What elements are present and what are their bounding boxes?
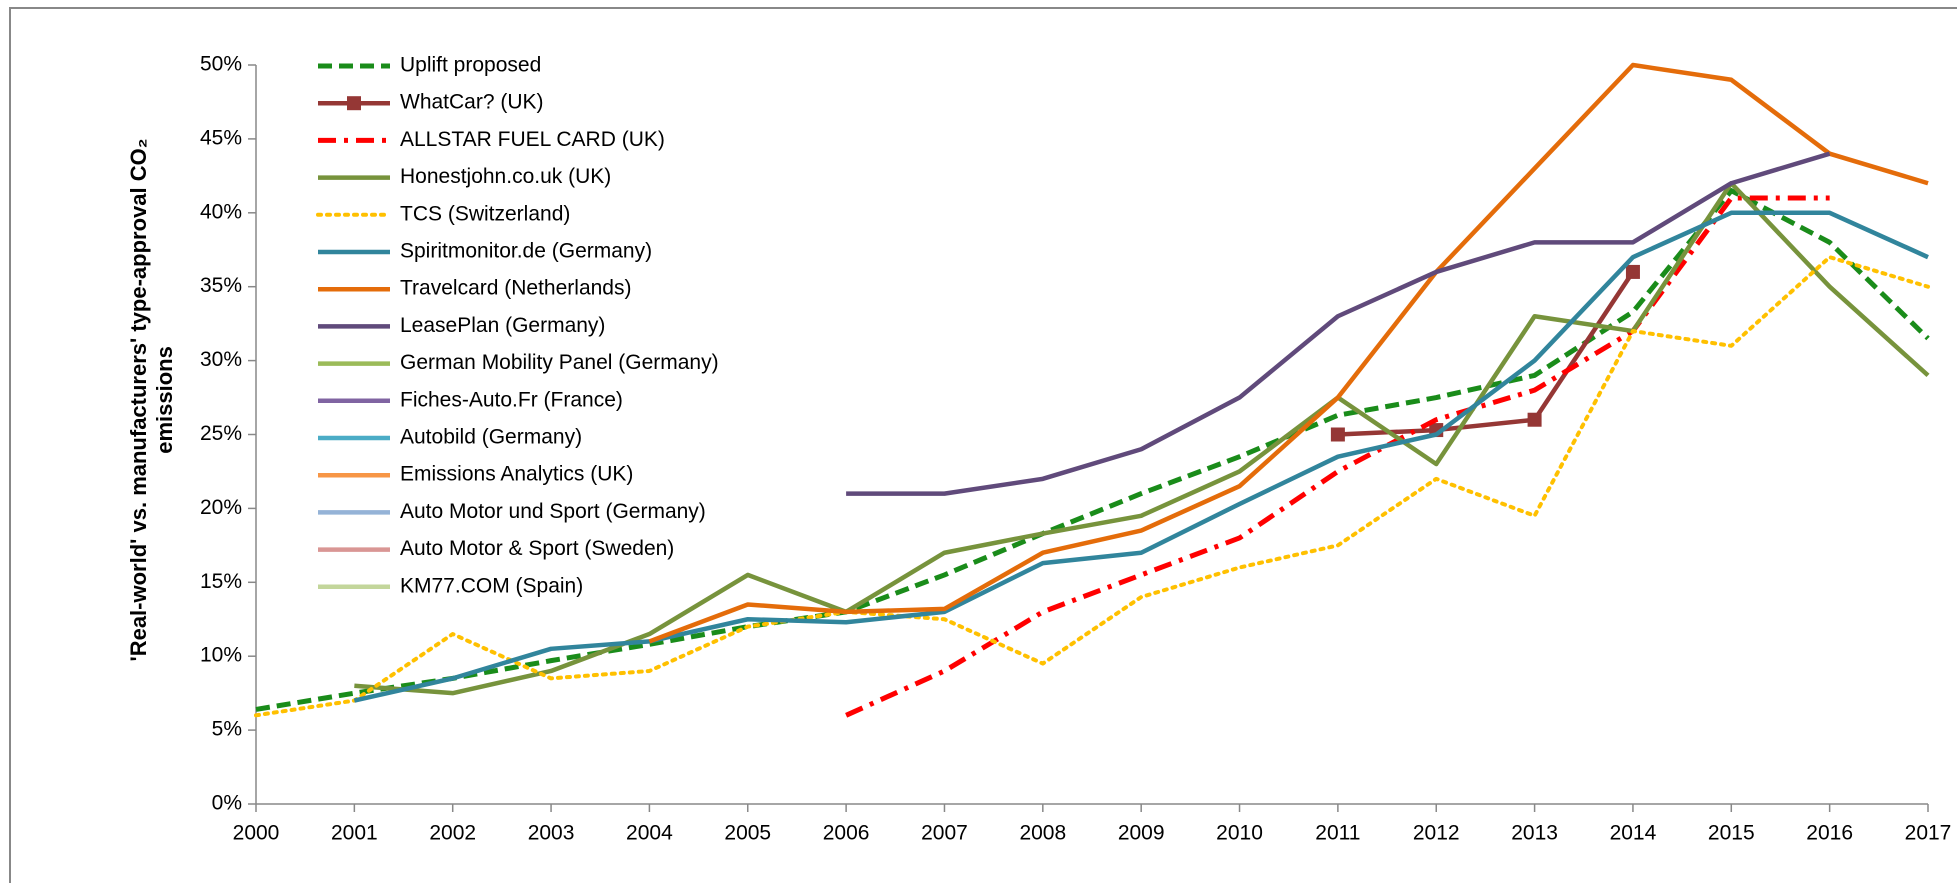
x-tick-label: 2005 [724, 822, 771, 845]
x-tick-label: 2004 [626, 822, 673, 845]
frame [9, 7, 1957, 883]
x-tick-label: 2011 [1315, 822, 1360, 845]
legend-label: LeasePlan (Germany) [400, 314, 605, 337]
y-axis-label: emissions [152, 346, 177, 454]
legend-label: Fiches-Auto.Fr (France) [400, 388, 623, 411]
y-tick-label: 50% [200, 53, 242, 76]
legend-label: Honestjohn.co.uk (UK) [400, 165, 611, 188]
legend-label: WhatCar? (UK) [400, 91, 544, 114]
y-axis-label: 'Real-world' vs. manufacturers' type-app… [126, 138, 151, 661]
series-line [255, 188, 1930, 712]
y-tick-label: 25% [200, 422, 242, 445]
x-tick-label: 2017 [1905, 822, 1952, 845]
y-tick-label: 15% [200, 570, 242, 593]
series-line [648, 62, 1929, 644]
legend-label: Autobild (Germany) [400, 426, 582, 449]
x-tick-label: 2007 [921, 822, 968, 845]
x-tick-label: 2014 [1610, 822, 1657, 845]
x-tick-label: 2008 [1019, 822, 1066, 845]
x-tick-label: 2002 [429, 822, 476, 845]
legend-label: Auto Motor & Sport (Sweden) [400, 537, 674, 560]
series-line [353, 210, 1929, 703]
legend-label: Uplift proposed [400, 54, 541, 77]
series-marker [1330, 427, 1345, 442]
series-line [354, 180, 1930, 696]
y-tick-label: 45% [200, 126, 242, 149]
x-tick-label: 2016 [1806, 822, 1853, 845]
series-line [254, 255, 1930, 718]
x-tick-label: 2006 [823, 822, 870, 845]
x-tick-label: 2003 [528, 822, 575, 845]
legend-marker [347, 96, 361, 111]
x-tick-label: 2001 [331, 822, 378, 845]
legend-label: ALLSTAR FUEL CARD (UK) [400, 128, 665, 151]
series-marker [1625, 264, 1640, 279]
legend-label: Emissions Analytics (UK) [400, 463, 633, 486]
x-tick-label: 2015 [1708, 822, 1755, 845]
series-line [846, 151, 1831, 496]
legend-label: Spiritmonitor.de (Germany) [400, 240, 652, 263]
y-tick-label: 30% [200, 348, 242, 371]
x-tick-label: 2013 [1511, 822, 1558, 845]
legend-label: Auto Motor und Sport (Germany) [400, 500, 706, 523]
x-tick-label: 2010 [1216, 822, 1263, 845]
y-tick-label: 5% [212, 718, 242, 741]
x-tick-label: 2000 [233, 822, 280, 845]
series-marker [1527, 412, 1542, 427]
legend-label: Travelcard (Netherlands) [400, 277, 631, 300]
legend-label: TCS (Switzerland) [400, 202, 570, 225]
y-tick-label: 0% [212, 792, 242, 815]
y-tick-label: 40% [200, 200, 242, 223]
legend-label: German Mobility Panel (Germany) [400, 351, 719, 374]
x-tick-label: 2012 [1413, 822, 1460, 845]
y-tick-label: 20% [200, 496, 242, 519]
legend-label: KM77.COM (Spain) [400, 574, 583, 597]
y-tick-label: 10% [200, 644, 242, 667]
x-tick-label: 2009 [1118, 822, 1165, 845]
y-tick-label: 35% [200, 274, 242, 297]
